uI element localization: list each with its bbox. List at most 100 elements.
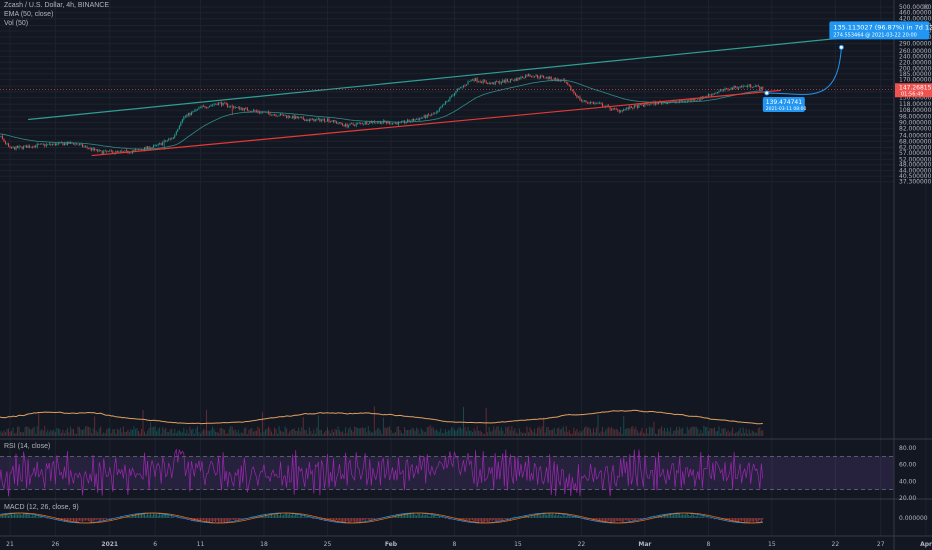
candle-body	[351, 123, 353, 124]
volume-legend[interactable]: Vol (50)	[4, 20, 29, 27]
macd-histogram-bar	[698, 516, 700, 518]
volume-bar	[92, 428, 94, 436]
volume-bar	[599, 433, 601, 436]
candle-body	[543, 75, 545, 78]
volume-bar	[443, 432, 445, 436]
price-axis-label: 108.000000	[899, 107, 932, 114]
volume-bar	[103, 432, 105, 436]
volume-bar	[426, 426, 428, 436]
macd-histogram-bar	[692, 514, 694, 518]
macd-histogram-bar	[751, 518, 753, 522]
volume-bar	[186, 429, 188, 436]
candle-body	[461, 86, 463, 88]
volume-bar	[137, 430, 139, 436]
time-axis-label: Feb	[385, 541, 398, 548]
candle-body	[753, 86, 755, 88]
rsi-legend[interactable]: RSI (14, close)	[4, 443, 51, 450]
volume-bar	[88, 426, 90, 436]
volume-bar	[60, 432, 62, 436]
volume-bar	[654, 433, 656, 436]
volume-bar	[636, 430, 638, 436]
candle-body	[89, 147, 91, 149]
volume-bar	[721, 428, 723, 436]
volume-bar	[662, 430, 664, 436]
close-icon[interactable]: ✕	[922, 2, 930, 12]
macd-histogram-bar	[92, 518, 94, 522]
candle-body	[319, 118, 321, 122]
candle-body	[580, 99, 582, 102]
volume-bar	[579, 430, 581, 436]
candle-body	[339, 122, 341, 124]
macd-histogram-bar	[192, 518, 194, 522]
ema-legend[interactable]: EMA (50, close)	[4, 11, 54, 18]
volume-bar	[394, 432, 396, 436]
macd-histogram-bar	[632, 518, 634, 522]
volume-bar	[119, 427, 121, 436]
candle-body	[547, 76, 549, 79]
macd-histogram-bar	[469, 518, 471, 521]
macd-histogram-bar	[688, 515, 690, 518]
macd-histogram-bar	[331, 518, 333, 522]
volume-bar	[77, 426, 79, 436]
volume-bar	[286, 428, 288, 436]
candle-body	[162, 142, 164, 146]
macd-histogram-bar	[227, 518, 229, 522]
macd-histogram-bar	[626, 518, 628, 521]
macd-histogram-bar	[97, 518, 99, 520]
candle-body	[414, 119, 416, 121]
candle-body	[709, 94, 711, 96]
candle-body	[17, 146, 19, 148]
candle-body	[207, 107, 209, 108]
macd-histogram-bar	[502, 518, 504, 521]
macd-histogram-bar	[611, 518, 613, 524]
symbol-title[interactable]: Zcash / U.S. Dollar, 4h, BINANCE	[4, 2, 110, 9]
candle-body	[411, 118, 413, 122]
volume-bar	[184, 433, 186, 436]
candle-body	[228, 106, 230, 108]
volume-bar	[493, 426, 495, 436]
macd-legend[interactable]: MACD (12, 26, close, 9)	[4, 504, 79, 511]
candle-body	[48, 143, 50, 145]
candle-body	[674, 100, 676, 103]
macd-histogram-bar	[21, 514, 23, 518]
macd-histogram-bar	[82, 518, 84, 522]
macd-histogram-bar	[56, 518, 58, 521]
macd-histogram-bar	[337, 518, 339, 522]
candle-body	[240, 108, 242, 110]
candle-body	[284, 115, 286, 117]
macd-histogram-bar	[131, 514, 133, 518]
macd-histogram-bar	[723, 518, 725, 519]
volume-bar	[464, 427, 466, 436]
candle-body	[6, 143, 8, 145]
time-axis-label: 8	[453, 541, 457, 548]
candle-body	[355, 123, 357, 126]
volume-bar	[614, 429, 616, 436]
candle-body	[12, 147, 14, 149]
volume-bar	[151, 426, 153, 436]
candle-body	[596, 102, 598, 104]
volume-bar	[535, 433, 537, 436]
volume-bar	[500, 427, 502, 436]
candle-body	[493, 82, 495, 85]
candle-body	[463, 85, 464, 87]
macd-histogram-bar	[697, 515, 699, 518]
candle-body	[35, 145, 37, 147]
volume-bar	[50, 429, 52, 436]
candle-body	[431, 113, 433, 116]
volume-bar	[280, 430, 282, 436]
volume-bar	[469, 430, 471, 436]
macd-histogram-bar	[464, 518, 466, 522]
volume-bar	[251, 427, 253, 436]
candle-body	[686, 100, 688, 102]
macd-histogram-bar	[68, 518, 70, 521]
volume-bar	[751, 430, 753, 436]
macd-histogram-bar	[691, 513, 693, 518]
candle-body	[599, 103, 601, 104]
candle-body	[313, 118, 315, 122]
candle-body	[413, 118, 415, 121]
volume-bars	[0, 406, 764, 436]
macd-histogram-bar	[213, 518, 215, 522]
volume-bar	[407, 430, 409, 436]
macd-histogram-bar	[233, 518, 235, 521]
